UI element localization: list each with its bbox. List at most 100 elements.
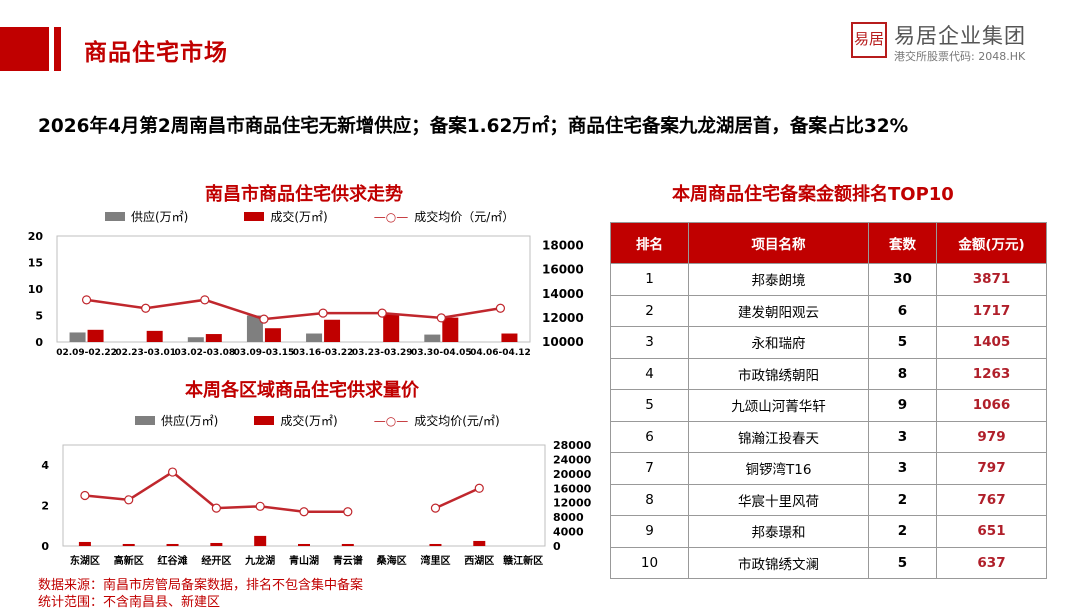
- x-tick-label: 青云谱: [333, 554, 363, 567]
- x-tick-label: 03.09-03.15: [234, 348, 295, 358]
- price-point: [495, 303, 506, 313]
- price-point: [80, 490, 90, 501]
- price-point: [167, 467, 178, 477]
- chart2-legend: 供应(万㎡) 成交(万㎡) —○— 成交均价(元/㎡): [135, 412, 500, 429]
- data-scope: 统计范围：不含南昌县、新建区: [38, 595, 221, 610]
- y2-tick-label: 28000: [553, 439, 592, 452]
- y-tick-label: 10: [28, 283, 44, 296]
- y-tick-label: 2: [41, 500, 49, 513]
- table-row: 7 铜锣湾T16 3 797: [610, 452, 1047, 485]
- legend-supply-swatch: [135, 416, 155, 425]
- y-tick-label: 4: [41, 459, 49, 472]
- table-row: 1 邦泰朗境 30 3871: [610, 263, 1047, 296]
- x-tick-label: 青山湖: [289, 554, 319, 567]
- price-point: [200, 295, 210, 305]
- deal-bar: [298, 543, 310, 546]
- price-point: [211, 503, 221, 513]
- cell-units: 2: [868, 483, 937, 516]
- legend-price-marker: —○—: [373, 413, 409, 428]
- cell-rank: 10: [610, 546, 689, 579]
- cell-amount: 1263: [936, 357, 1047, 390]
- y-tick-label: 15: [28, 257, 43, 270]
- cell-project: 邦泰朗境: [688, 263, 869, 296]
- x-tick-label: 东湖区: [70, 554, 100, 567]
- cell-rank: 6: [610, 420, 689, 453]
- deal-bar: [264, 328, 281, 342]
- supply-bar: [424, 334, 441, 342]
- table-row: 4 市政锦绣朝阳 8 1263: [610, 357, 1047, 390]
- cell-rank: 1: [610, 263, 689, 296]
- cell-project: 市政锦绣文澜: [688, 546, 869, 579]
- price-point: [430, 503, 441, 513]
- deal-bar: [429, 543, 442, 546]
- table-row: 9 邦泰璟和 2 651: [610, 515, 1047, 548]
- cell-units: 2: [868, 515, 937, 548]
- price-point: [377, 308, 387, 318]
- cell-amount: 651: [936, 515, 1047, 548]
- legend-deal-swatch: [244, 212, 265, 221]
- deal-bar: [341, 543, 354, 546]
- price-point: [318, 308, 328, 318]
- chart1-legend: 供应(万㎡) 成交(万㎡) —○— 成交均价（元/㎡）: [105, 208, 514, 225]
- legend-price: 成交均价（元/㎡）: [414, 210, 515, 224]
- page-title: 商品住宅市场: [84, 40, 228, 66]
- chart2: 0240400080001200016000200002400028000东湖区…: [41, 439, 592, 567]
- deal-bar: [166, 543, 179, 546]
- x-tick-label: 高新区: [114, 554, 144, 567]
- cell-amount: 979: [936, 420, 1047, 453]
- table-row: 6 锦瀚江投春天 3 979: [610, 420, 1047, 453]
- price-point: [436, 313, 446, 323]
- price-point: [81, 295, 92, 305]
- y2-tick-label: 8000: [553, 511, 584, 524]
- cell-units: 3: [868, 452, 937, 485]
- cell-rank: 8: [610, 483, 689, 516]
- price-point: [343, 507, 353, 517]
- cell-units: 5: [868, 326, 937, 359]
- table-row: 2 建发朝阳观云 6 1717: [610, 294, 1047, 327]
- legend-supply-swatch: [105, 212, 125, 221]
- y2-tick-label: 18000: [542, 239, 584, 253]
- deal-bar: [205, 334, 222, 342]
- y2-tick-label: 4000: [553, 526, 584, 539]
- y2-tick-label: 10000: [542, 335, 584, 349]
- price-point: [124, 495, 134, 505]
- cell-project: 建发朝阳观云: [688, 294, 869, 327]
- cell-rank: 7: [610, 452, 689, 485]
- col-units: 套数: [868, 222, 937, 264]
- cell-units: 5: [868, 546, 937, 579]
- table-row: 10 市政锦绣文澜 5 637: [610, 546, 1047, 579]
- x-tick-label: 经开区: [201, 554, 231, 567]
- deal-bar: [383, 314, 400, 342]
- col-project: 项目名称: [688, 222, 869, 264]
- price-point: [141, 303, 151, 313]
- cell-rank: 4: [610, 357, 689, 390]
- cell-amount: 3871: [936, 263, 1047, 296]
- cell-project: 邦泰璟和: [688, 515, 869, 548]
- logo-icon: 易居: [851, 22, 887, 58]
- legend-deal: 成交(万㎡): [270, 210, 328, 224]
- cell-project: 市政锦绣朝阳: [688, 357, 869, 390]
- x-tick-label: 03.30-04.05: [411, 348, 472, 358]
- supply-bar: [187, 337, 204, 342]
- cell-rank: 9: [610, 515, 689, 548]
- table-title: 本周商品住宅备案金额排名TOP10: [672, 184, 954, 205]
- y2-tick-label: 20000: [553, 468, 592, 481]
- x-tick-label: 04.06-04.12: [470, 348, 531, 358]
- price-line: [434, 487, 480, 510]
- x-tick-label: 03.02-03.08: [174, 348, 235, 358]
- cell-units: 30: [868, 263, 937, 296]
- y2-tick-label: 16000: [542, 263, 584, 277]
- cell-units: 8: [868, 357, 937, 390]
- legend-supply: 供应(万㎡): [131, 210, 189, 224]
- y2-tick-label: 0: [553, 540, 561, 553]
- cell-units: 6: [868, 294, 937, 327]
- cell-units: 9: [868, 389, 937, 422]
- y2-tick-label: 14000: [542, 287, 584, 301]
- cell-amount: 1717: [936, 294, 1047, 327]
- supply-bar: [69, 332, 86, 342]
- deal-bar: [254, 535, 267, 546]
- cell-rank: 5: [610, 389, 689, 422]
- y-tick-label: 5: [35, 310, 43, 323]
- deal-bar: [473, 540, 486, 546]
- cell-amount: 767: [936, 483, 1047, 516]
